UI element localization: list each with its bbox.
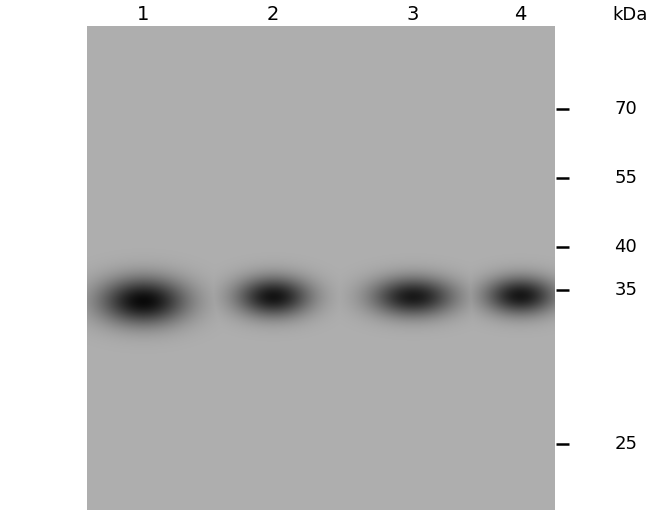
Text: 55: 55 <box>614 169 637 187</box>
Text: 2: 2 <box>266 5 280 24</box>
Text: 3: 3 <box>406 5 419 24</box>
Text: 70: 70 <box>614 100 637 118</box>
Text: 40: 40 <box>614 238 637 256</box>
Text: 25: 25 <box>614 435 637 453</box>
Text: 4: 4 <box>514 5 526 24</box>
Text: 35: 35 <box>614 281 637 299</box>
Text: 1: 1 <box>136 5 150 24</box>
Text: kDa: kDa <box>612 6 647 24</box>
